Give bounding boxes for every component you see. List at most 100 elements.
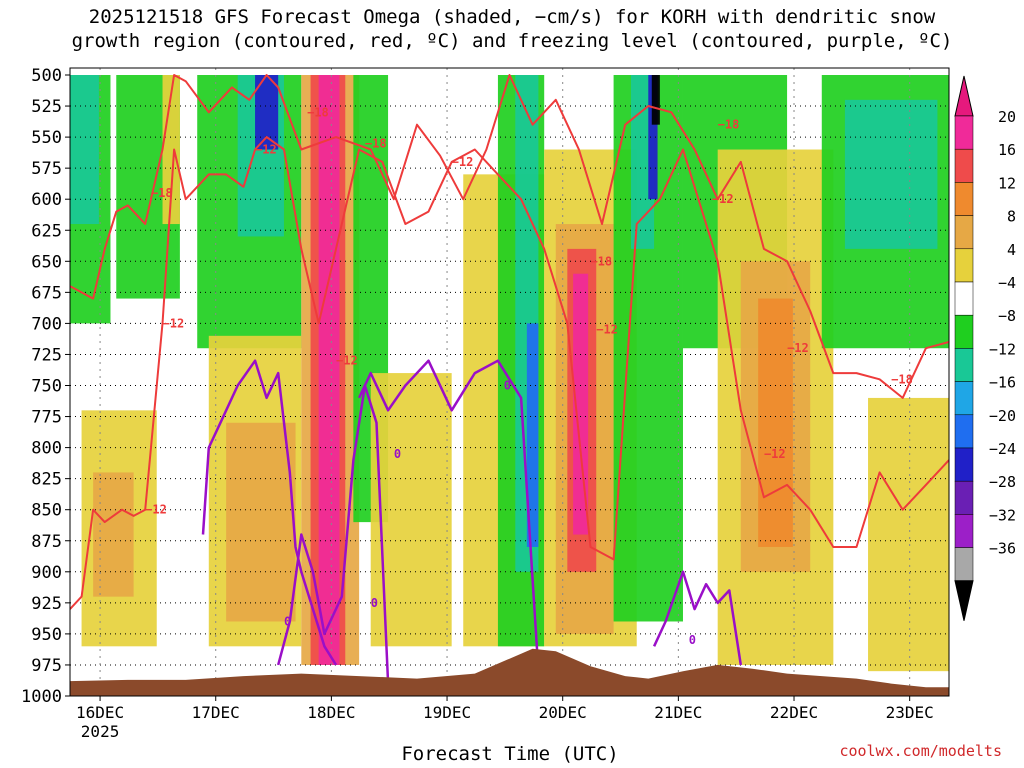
y-axis: 500 525 550 575 600 625 650 675 700 725 750 775 800 8… [21, 66, 70, 707]
colorbar-label-4: 4 [1007, 241, 1016, 259]
freezing-label-4: 0 [504, 379, 511, 393]
x-tick-label-5: 21DEC [654, 703, 702, 722]
contour-lines: −18 −12 −12 −18 −12 −18 −12 −12 −18 −12 −18 −12 −12 −… [70, 74, 949, 684]
dgz-label-5: −18 [365, 136, 387, 150]
colorbar-label-8: −16 [989, 374, 1016, 392]
dgz-label-9: −12 [596, 323, 618, 337]
omega-region-19 [526, 323, 539, 547]
freezing-label-3: 0 [689, 633, 696, 647]
omega-region-26 [648, 75, 658, 200]
y-tick-label-825: 825 [31, 470, 62, 490]
y-tick-label-700: 700 [31, 314, 62, 334]
freezing-label-0: 0 [284, 614, 291, 628]
omega-region-15 [370, 373, 452, 647]
omega-region-34 [868, 397, 949, 672]
terrain [70, 648, 949, 696]
omega-region-31 [758, 298, 793, 547]
freezing-contour-3 [652, 570, 743, 666]
source-credit: coolwx.com/modelts [839, 742, 1002, 760]
y-tick-label-875: 875 [31, 532, 62, 552]
colorbar-label-9: −20 [989, 407, 1016, 425]
freezing-contour-0 [201, 359, 338, 666]
plot-frame [69, 67, 950, 697]
freezing-contour-2 [357, 359, 540, 672]
dgz-label-13: −12 [787, 341, 809, 355]
omega-shading [70, 75, 949, 672]
terrain-fill [70, 648, 949, 696]
y-tick-label-850: 850 [31, 501, 62, 521]
colorbar-bottom-arrow [954, 580, 974, 621]
y-tick-label-925: 925 [31, 594, 62, 614]
colorbar-label-1: 16 [998, 141, 1016, 159]
omega-region-33 [844, 99, 938, 249]
y-tick-label-725: 725 [31, 345, 62, 365]
colorbar-swatch-0 [954, 115, 974, 150]
freezing-contour-1 [276, 384, 390, 684]
colorbar-swatch-11 [954, 480, 974, 515]
y-tick-label-950: 950 [31, 625, 62, 645]
dgz-label-12: −12 [764, 447, 786, 461]
x-tick-label-2: 18DEC [307, 703, 355, 722]
dgz-label-4: −12 [255, 143, 277, 157]
x-tick-label-3: 19DEC [423, 703, 471, 722]
omega-region-5 [162, 75, 180, 225]
colorbar-swatch-9 [954, 414, 974, 449]
x-tick-label-6: 22DEC [770, 703, 818, 722]
omega-region-8 [255, 75, 279, 150]
x-tick-label-1: 17DEC [192, 703, 240, 722]
dgz-label-11: −12 [712, 192, 734, 206]
colorbar-label-2: 12 [998, 174, 1016, 192]
dgz-label-1: −12 [163, 316, 185, 330]
omega-region-3 [93, 472, 134, 597]
dgz-label-6: −12 [336, 354, 358, 368]
omega-region-13 [318, 75, 340, 665]
dgz-label-2: −12 [145, 503, 167, 517]
y-tick-label-525: 525 [31, 97, 62, 117]
y-tick-label-900: 900 [31, 563, 62, 583]
x-tick-label-7: 23DEC [886, 703, 934, 722]
x-tick-year: 2025 [81, 722, 120, 741]
colorbar-swatch-10 [954, 447, 974, 482]
omega-region-23 [573, 273, 589, 535]
colorbar-top-arrow [954, 75, 974, 117]
dgz-contour-1 [70, 136, 949, 610]
colorbar-label-0: 20 [998, 108, 1016, 126]
colorbar-swatch-2 [954, 182, 974, 216]
colorbar-swatch-13 [954, 547, 974, 582]
y-tick-label-1000: 1000 [21, 687, 62, 707]
dgz-label-3: −18 [307, 105, 329, 119]
colorbar-swatch-7 [954, 348, 974, 382]
colorbar-label-10: −24 [989, 440, 1016, 458]
y-tick-label-800: 800 [31, 439, 62, 459]
colorbar-label-11: −28 [989, 473, 1016, 491]
colorbar-swatch-12 [954, 514, 974, 548]
dgz-label-7: −12 [452, 155, 474, 169]
y-tick-label-600: 600 [31, 190, 62, 210]
freezing-label-1: 0 [371, 596, 378, 610]
dgz-label-10: −18 [718, 118, 740, 132]
y-tick-label-650: 650 [31, 252, 62, 272]
colorbar-swatch-5 [954, 281, 974, 316]
y-tick-label-550: 550 [31, 128, 62, 148]
chart-title-line2: growth region (contoured, red, ºC) and f… [71, 30, 953, 52]
x-tick-label-4: 20DEC [539, 703, 587, 722]
y-tick-label-575: 575 [31, 159, 62, 179]
chart-title-line1: 2025121518 GFS Forecast Omega (shaded, −… [88, 6, 936, 28]
dgz-label-0: −18 [151, 186, 173, 200]
colorbar-label-5: −4 [998, 274, 1016, 292]
colorbar-swatch-8 [954, 381, 974, 416]
colorbar-label-6: −8 [998, 307, 1016, 325]
colorbar-swatch-4 [954, 248, 974, 283]
colorbar-swatch-3 [954, 215, 974, 250]
freezing-label-2: 0 [394, 447, 401, 461]
y-tick-label-975: 975 [31, 656, 62, 676]
y-tick-label-750: 750 [31, 377, 62, 397]
colorbar: 20 16 12 8 4 −4 −8 −12 −16 −20 −24 −28 −32 −36 [954, 75, 1016, 621]
colorbar-label-7: −12 [989, 340, 1016, 358]
x-axis: 16DEC 17DEC 18DEC 19DEC 20DEC 21DEC 22DEC 23DEC… [76, 696, 934, 741]
x-axis-title: Forecast Time (UTC) [401, 743, 619, 765]
y-tick-label-500: 500 [31, 66, 62, 86]
colorbar-swatch-6 [954, 314, 974, 349]
dgz-label-14: −18 [891, 372, 913, 386]
dgz-label-8: −18 [590, 254, 612, 268]
